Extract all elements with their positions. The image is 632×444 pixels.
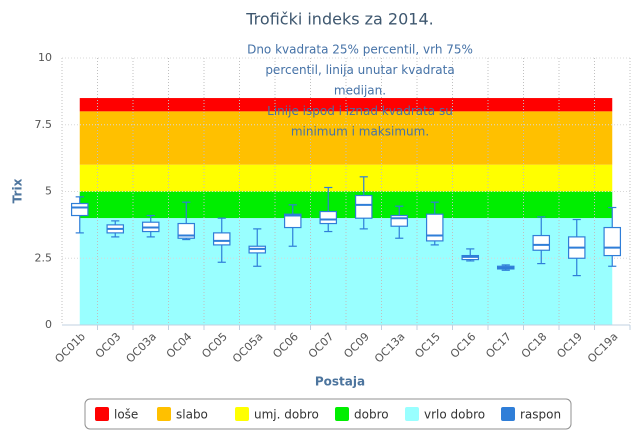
- annotation: Linije ispod i iznad kvadrata su: [267, 104, 453, 118]
- x-tick-label: OC15: [412, 330, 443, 361]
- y-tick-label: 10: [38, 51, 52, 64]
- box: [177, 222, 196, 239]
- box: [425, 213, 444, 242]
- legend-label: loše: [114, 408, 138, 422]
- x-tick-label: OC01b: [52, 330, 88, 366]
- legend-label: umj. dobro: [254, 408, 319, 422]
- plot-band: [79, 98, 613, 112]
- legend-swatch: [335, 407, 349, 421]
- x-tick-label: OC09: [341, 330, 372, 361]
- legend-swatch: [501, 407, 515, 421]
- x-tick-label: OC05: [199, 330, 230, 361]
- legend-box: [84, 398, 572, 430]
- x-tick-label: OC07: [306, 330, 337, 361]
- legend-label: raspon: [520, 408, 561, 422]
- y-tick-label: 5: [45, 185, 52, 198]
- annotation: Dno kvadrata 25% percentil, vrh 75%: [247, 43, 473, 57]
- x-tick-label: OC03: [93, 330, 124, 361]
- box: [532, 234, 551, 251]
- legend-swatch: [405, 407, 419, 421]
- annotation: minimum i maksimum.: [291, 125, 429, 139]
- box: [603, 226, 622, 257]
- y-tick-label: 0: [45, 318, 52, 331]
- legend-swatch: [95, 407, 109, 421]
- legend-label: slabo: [176, 408, 208, 422]
- legend-swatch: [157, 407, 171, 421]
- plot-band: [79, 191, 613, 219]
- y-tick-label: 2.5: [35, 251, 53, 264]
- x-tick-label: OC03a: [124, 330, 159, 365]
- x-tick-label: OC16: [448, 330, 479, 361]
- legend-label: vrlo dobro: [424, 408, 485, 422]
- box: [70, 202, 89, 217]
- chart-title: Trofički indeks za 2014.: [245, 10, 433, 29]
- x-tick-label: OC05a: [230, 330, 265, 365]
- x-tick-label: OC13a: [372, 330, 407, 365]
- box: [319, 210, 338, 225]
- legend-swatch: [235, 407, 249, 421]
- box: [390, 214, 409, 227]
- legend-label: dobro: [354, 408, 389, 422]
- x-tick-label: OC06: [270, 330, 301, 361]
- annotation: percentil, linija unutar kvadrata: [265, 63, 454, 77]
- y-tick-label: 7.5: [35, 118, 53, 131]
- x-tick-label: OC19: [554, 330, 585, 361]
- x-axis-title: Postaja: [315, 375, 365, 389]
- y-axis-title: Trix: [11, 178, 25, 203]
- box: [354, 194, 373, 219]
- box: [283, 213, 302, 229]
- annotation: medijan.: [334, 84, 386, 98]
- plot-band: [79, 111, 613, 165]
- x-tick-label: OC17: [483, 330, 514, 361]
- x-tick-label: OC19a: [585, 330, 620, 365]
- x-tick-label: OC04: [164, 330, 195, 361]
- x-tick-label: OC18: [519, 330, 550, 361]
- box: [212, 232, 231, 246]
